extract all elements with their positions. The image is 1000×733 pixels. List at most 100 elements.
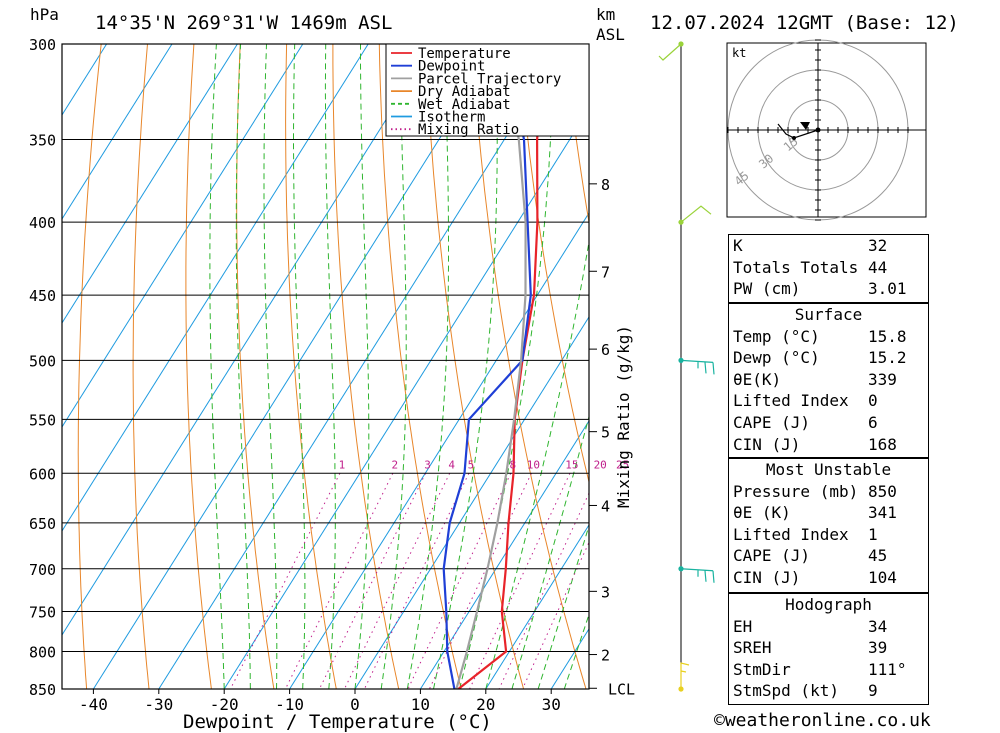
hodograph-trace [777,123,819,139]
mixing-ratio-line [469,473,571,689]
pressure-tick-label: 350 [29,131,56,149]
wet-adiabat-line [324,44,336,689]
index-row: K 32 [733,236,888,255]
index-row: θE(K) 339 [733,369,897,389]
index-row: Lifted Index 0 [733,391,878,411]
profile-temperature [457,44,546,689]
isotherm-line [354,315,589,689]
index-row: Lifted Index 1 [733,524,878,544]
temp-tick-label: -10 [275,695,304,714]
dry-adiabat-line [332,44,400,689]
pressure-tick-label: 850 [29,681,56,699]
wet-adiabat-line [433,44,498,689]
mixing-ratio-label: 4 [448,458,455,471]
wet-adiabat-line [263,44,278,689]
index-row: Totals Totals 44 [733,257,888,277]
isotherm-line [62,44,435,636]
storm-motion-marker [800,122,810,130]
indices-surface-box: Surface Temp (°C) 15.8 Dewp (°C) 15.2 θE(K… [728,303,929,458]
mixing-ratio-label: 8 [509,458,516,471]
isotherm-line [223,107,589,689]
isotherm-line [485,523,589,689]
hodograph-point [792,136,796,140]
datetime-title: 12.07.2024 12GMT (Base: 12) [650,12,959,34]
wet-adiabat-line [406,44,449,689]
legend-entry: Parcel Trajectory [418,71,561,87]
pressure-tick-label: 750 [29,603,56,621]
mixing-ratio-label: 1 [339,458,346,471]
isotherm-line [62,44,369,532]
index-row: CAPE (J) 6 [733,412,878,432]
mixing-ratio-label: 20 [594,458,607,471]
mixing-ratio-line [229,473,341,689]
index-row: CIN (J) 168 [733,434,897,454]
wind-barb [680,568,715,583]
dry-adiabat-line [982,44,1000,689]
axes: 1 2 3 4 5 8 10 15 20 2530035040045050055060065070… [29,36,635,714]
temp-tick-label: -40 [79,695,108,714]
legend-entry: Isotherm [418,110,485,126]
wet-adiabat-line [354,44,370,689]
indices-hodograph-box: Hodograph EH 34 SREH 39 StmDir 111° StmSpd … [728,593,929,705]
wet-adiabat-line [563,612,589,689]
pressure-tick-label: 550 [29,411,56,429]
index-row: SREH 39 [733,638,888,658]
km-tick-label: 3 [601,583,610,601]
wind-barb-shaft [680,205,712,223]
mixing-ratio-label: 2 [392,458,399,471]
wet-adiabat-line [511,414,589,689]
index-row: CAPE (J) 45 [733,546,888,566]
location-title: 14°35'N 269°31'W 1469m ASL [95,12,392,34]
indices-most-unstable-box: Most Unstable Pressure (mb) 850 θE (K) 341… [728,458,929,593]
wet-adiabat-line [485,238,589,689]
index-row: Temp (°C) 15.8 [733,326,907,346]
isotherm-line [289,211,589,689]
hodograph-surface-dot [815,127,821,133]
index-row: Pressure (mb) 850 [733,481,897,501]
wet-adiabat-line [459,44,554,689]
x-axis-label: Dewpoint / Temperature (°C) [183,711,492,733]
lcl-label: LCL [608,680,635,698]
mixing-ratio-label: 10 [527,458,540,471]
mixing-ratio-label: 5 [468,458,475,471]
index-row: CIN (J) 104 [733,567,897,587]
km-tick-label: 7 [601,263,610,281]
km-tick-label: 5 [601,424,610,442]
legend-entry: Dewpoint [418,59,485,75]
wet-adiabat-line [209,44,225,689]
indices-general-box: K 32 Totals Totals 44 PW (cm) 3.01 [728,234,929,303]
wet-adiabat-line [293,44,306,689]
temp-tick-label: 0 [350,695,360,714]
pressure-tick-label: 500 [29,352,56,370]
temp-tick-label: -30 [144,695,173,714]
isotherm-line [419,419,589,689]
dry-adiabat-line [425,44,525,689]
diagram-grid [62,44,1000,689]
hodograph-unit: kt [732,46,746,60]
dry-adiabat-line [378,44,462,689]
wind-barb-shaft [680,662,690,689]
mixing-ratio-line [428,473,532,689]
pressure-tick-label: 400 [29,214,56,232]
mixing-ratio-label: 25 [616,458,629,471]
isotherm-line [62,44,304,428]
legend-entry: Mixing Ratio [418,122,519,138]
isotherm-line [62,44,238,324]
km-tick-label: 8 [601,176,610,194]
dry-adiabat-line [564,44,589,226]
wind-barb-shaft [680,359,715,375]
copyright-footer[interactable]: ©weatheronline.co.uk [714,710,931,731]
legend-entry: Wet Adiabat [418,97,511,113]
index-row: θE (K) 341 [733,503,897,523]
km-tick-label: 6 [601,341,610,359]
index-row: Dewp (°C) 15.2 [733,348,907,368]
mixing-ratio-label: 15 [565,458,578,471]
header: hPa 14°35'N 269°31'W 1469m ASL km ASL 12… [30,5,959,44]
profile-lines [442,44,546,689]
asl-unit: ASL [596,25,625,44]
wet-adiabat-line [235,44,251,689]
section-title: Hodograph [785,595,872,614]
